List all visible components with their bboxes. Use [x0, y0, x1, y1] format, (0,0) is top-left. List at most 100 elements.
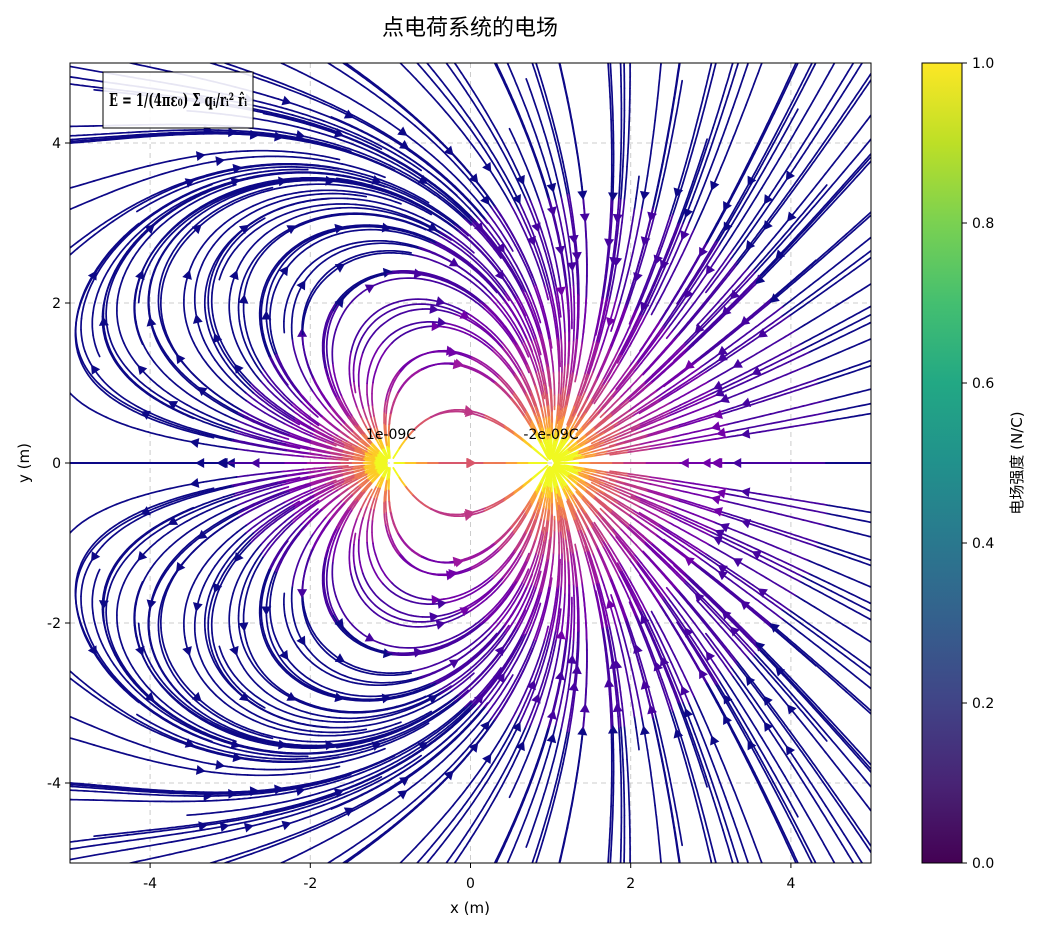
- stream-line: [126, 244, 136, 255]
- stream-line: [137, 580, 144, 593]
- stream-line: [401, 711, 414, 718]
- stream-line: [70, 716, 82, 723]
- stream-line: [212, 840, 226, 846]
- stream-line: [291, 442, 304, 448]
- stream-line: [424, 148, 435, 158]
- stream-line: [441, 753, 452, 763]
- stream-line: [93, 55, 104, 58]
- stream-line: [314, 744, 328, 747]
- stream-line: [153, 748, 166, 754]
- stream-line: [306, 756, 320, 760]
- stream-line: [419, 237, 432, 244]
- stream-line: [211, 281, 215, 294]
- stream-line: [204, 826, 217, 831]
- stream-line: [219, 484, 232, 489]
- stream-line: [497, 609, 506, 621]
- stream-line: [320, 235, 333, 241]
- stream-line: [468, 702, 478, 713]
- stream-line: [71, 183, 85, 189]
- stream-line: [340, 92, 353, 101]
- stream-line: [259, 815, 272, 820]
- stream-line: [302, 569, 307, 583]
- stream-line: [145, 685, 156, 695]
- stream-line: [467, 666, 478, 676]
- stream-line: [220, 250, 229, 262]
- stream-line: [305, 140, 318, 145]
- stream-line: [252, 544, 262, 555]
- stream-line: [188, 198, 201, 206]
- stream-line: [327, 321, 332, 334]
- stream-line: [438, 720, 449, 730]
- stream-line: [297, 524, 307, 535]
- stream-line: [399, 323, 412, 330]
- stream-line: [100, 528, 111, 538]
- stream-line: [104, 335, 110, 348]
- stream-line: [209, 58, 220, 61]
- stream-line: [350, 206, 364, 210]
- stream-line: [119, 672, 129, 683]
- stream-line: [382, 582, 392, 593]
- stream-line: [324, 440, 337, 447]
- stream-line: [416, 719, 429, 727]
- stream-line: [369, 808, 381, 817]
- stream-line: [294, 783, 307, 788]
- stream-line: [203, 393, 215, 402]
- stream-line: [173, 551, 184, 562]
- stream-line: [267, 423, 280, 430]
- stream-line: [241, 489, 255, 495]
- stream-line: [116, 625, 121, 639]
- stream-line: [77, 613, 82, 626]
- stream-line: [256, 182, 270, 187]
- stream-line: [310, 679, 323, 687]
- stream-line: [111, 214, 123, 223]
- stream-line: [254, 667, 264, 678]
- stream-line: [221, 436, 235, 441]
- stream-line: [422, 722, 430, 728]
- stream-line: [262, 547, 271, 559]
- stream-line: [158, 434, 172, 439]
- stream-line: [249, 652, 257, 665]
- stream-line: [266, 287, 272, 301]
- stream-line: [301, 673, 313, 682]
- stream-line: [275, 561, 282, 574]
- stream-line: [180, 359, 190, 371]
- stream-line: [263, 437, 276, 443]
- stream-line: [115, 235, 125, 246]
- stream-arrow: [228, 127, 238, 138]
- stream-line: [227, 556, 237, 567]
- stream-line: [280, 453, 294, 457]
- stream-line: [76, 518, 88, 527]
- stream-line: [375, 341, 384, 353]
- stream-line: [251, 348, 259, 360]
- stream-line: [212, 391, 224, 400]
- stream-line: [143, 705, 155, 714]
- stream-line: [209, 528, 221, 537]
- stream-line: [325, 581, 329, 594]
- stream-line: [185, 592, 191, 605]
- stream-line: [215, 857, 228, 863]
- stream-line: [408, 767, 420, 776]
- stream-line: [209, 420, 223, 427]
- stream-line: [204, 719, 217, 727]
- stream-line: [546, 625, 550, 630]
- stream-line: [237, 426, 250, 433]
- stream-arrow: [197, 386, 208, 397]
- stream-line: [399, 589, 412, 597]
- stream-line: [187, 368, 198, 379]
- stream-line: [367, 552, 373, 566]
- stream-line: [291, 478, 304, 484]
- stream-line: [129, 692, 140, 702]
- stream-line: [413, 164, 423, 172]
- stream-line: [249, 789, 263, 793]
- stream-line: [104, 785, 118, 788]
- stream-line: [388, 673, 401, 677]
- stream-line: [448, 676, 460, 685]
- stream-line: [216, 752, 230, 758]
- stream-line: [275, 352, 282, 365]
- stream-line: [209, 499, 223, 506]
- stream-line: [164, 169, 177, 175]
- stream-line: [472, 768, 482, 780]
- stream-arrow: [286, 691, 297, 701]
- stream-line: [366, 371, 370, 385]
- stream-line: [265, 298, 269, 312]
